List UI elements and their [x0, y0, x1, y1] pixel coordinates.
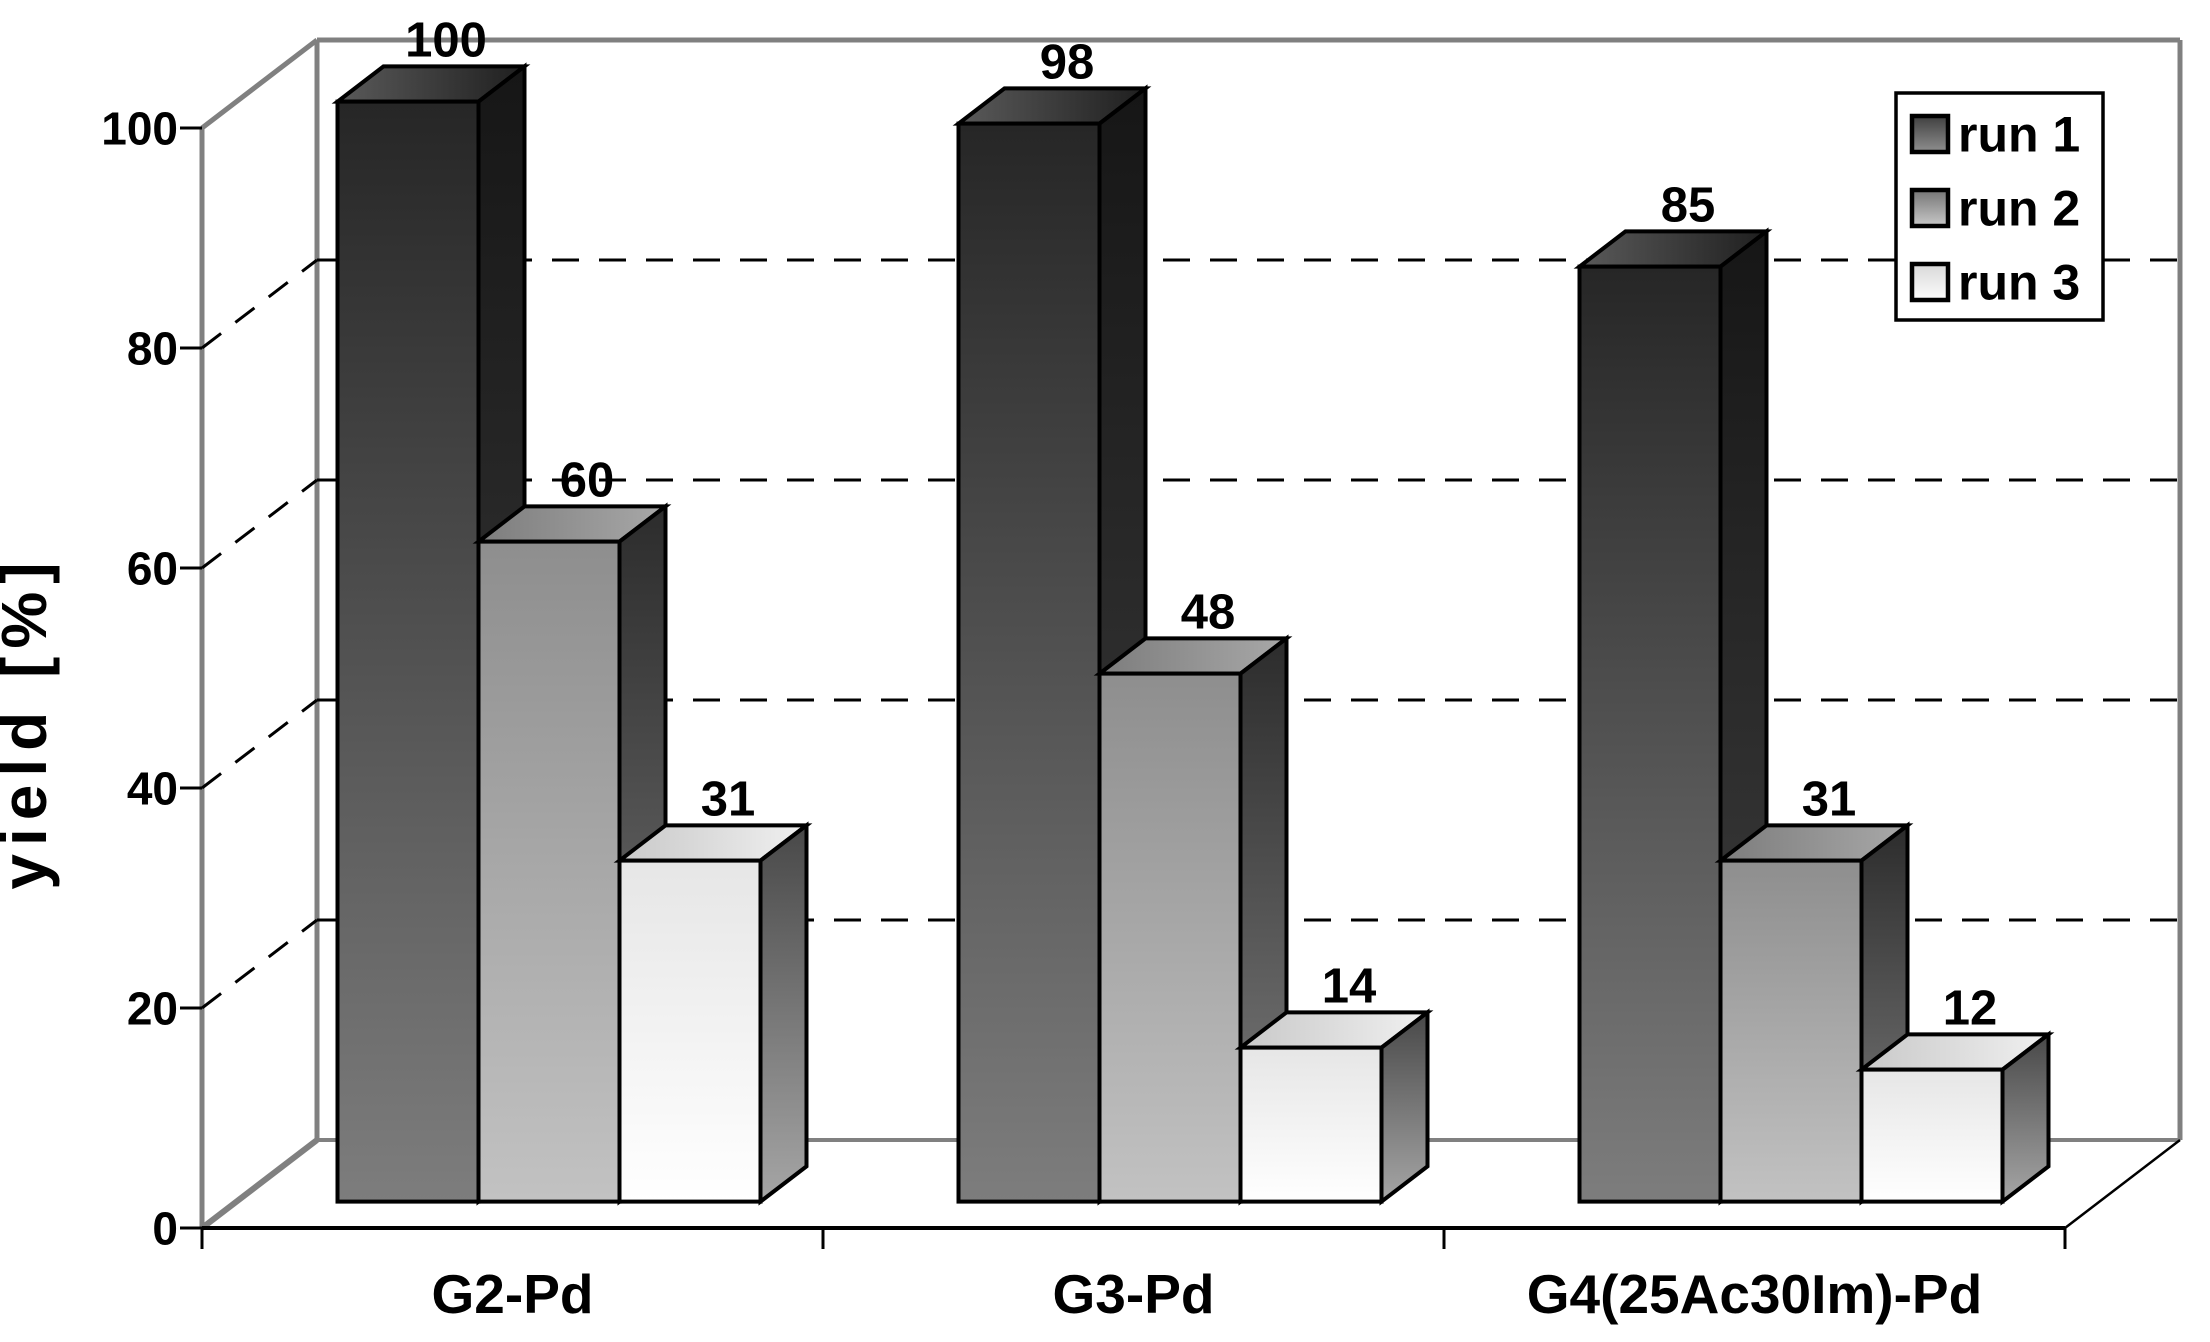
left-wall-top-edge [200, 38, 319, 130]
y-tick-label: 0 [152, 1203, 178, 1255]
bar-side-face [758, 821, 809, 1206]
category-label: G3-Pd [1053, 1263, 1215, 1325]
y-tick-label: 100 [101, 103, 178, 155]
legend-swatch [1909, 261, 1951, 303]
bar-side-face [1379, 1008, 1430, 1206]
bar-front-face [617, 858, 763, 1204]
data-label: 31 [701, 772, 756, 826]
legend-label: run 3 [1958, 255, 2080, 311]
floor-left-edge [200, 1137, 319, 1231]
bar-front-face [335, 99, 481, 1204]
bar-front-face [476, 539, 622, 1204]
bars [331, 62, 2055, 1206]
y-tick-label: 20 [127, 983, 178, 1035]
legend-swatch [1909, 113, 1951, 155]
bar-g3-pd-run-1 [952, 84, 1152, 1206]
data-label: 100 [405, 13, 487, 67]
bar-g2-pd-run-3 [613, 821, 813, 1206]
gridline-leftwall-60 [201, 478, 318, 570]
bar-front-face [956, 121, 1102, 1204]
y-tick-label: 60 [127, 543, 178, 595]
y-axis-title: yield [%] [0, 554, 60, 889]
data-label: 14 [1322, 959, 1377, 1013]
floor-right-edge [2064, 1139, 2181, 1229]
data-label: 60 [560, 453, 615, 507]
axes [180, 126, 2067, 1249]
gridline-leftwall-40 [201, 698, 318, 790]
data-label: 48 [1181, 585, 1236, 639]
legend-swatch [1909, 187, 1951, 229]
legend-label: run 1 [1958, 107, 2080, 163]
y-tick-label: 40 [127, 763, 178, 815]
y-tick-label: 80 [127, 323, 178, 375]
text-labels: 100 60 31 98 48 14 85 31 12 0 20 40 60 80 100 G2-Pd G3-P… [101, 13, 1997, 1325]
legend-item-run-3: run 3 [1909, 255, 2080, 311]
bar-front-face [1097, 671, 1243, 1204]
data-label: 12 [1943, 981, 1998, 1035]
bar-g4-25ac30im-pd-run-3 [1855, 1030, 2055, 1206]
gridline-leftwall-80 [201, 258, 318, 350]
legend-item-run-1: run 1 [1909, 107, 2080, 163]
bar-front-face [1859, 1067, 2005, 1204]
bar-front-face [1238, 1045, 1384, 1204]
bar-front-face [1577, 264, 1723, 1204]
bar-front-face [1718, 858, 1864, 1204]
legend: run 1 run 2 run 3 [1894, 91, 2105, 322]
category-label: G4(25Ac30Im)-Pd [1527, 1263, 1982, 1325]
category-label: G2-Pd [432, 1263, 594, 1325]
gridline-leftwall-20 [201, 918, 318, 1010]
data-label: 31 [1802, 772, 1857, 826]
legend-item-run-2: run 2 [1909, 181, 2080, 237]
bar-g3-pd-run-3 [1234, 1008, 1434, 1206]
data-label: 85 [1661, 178, 1716, 232]
legend-label: run 2 [1958, 181, 2080, 237]
data-label: 98 [1040, 35, 1095, 89]
